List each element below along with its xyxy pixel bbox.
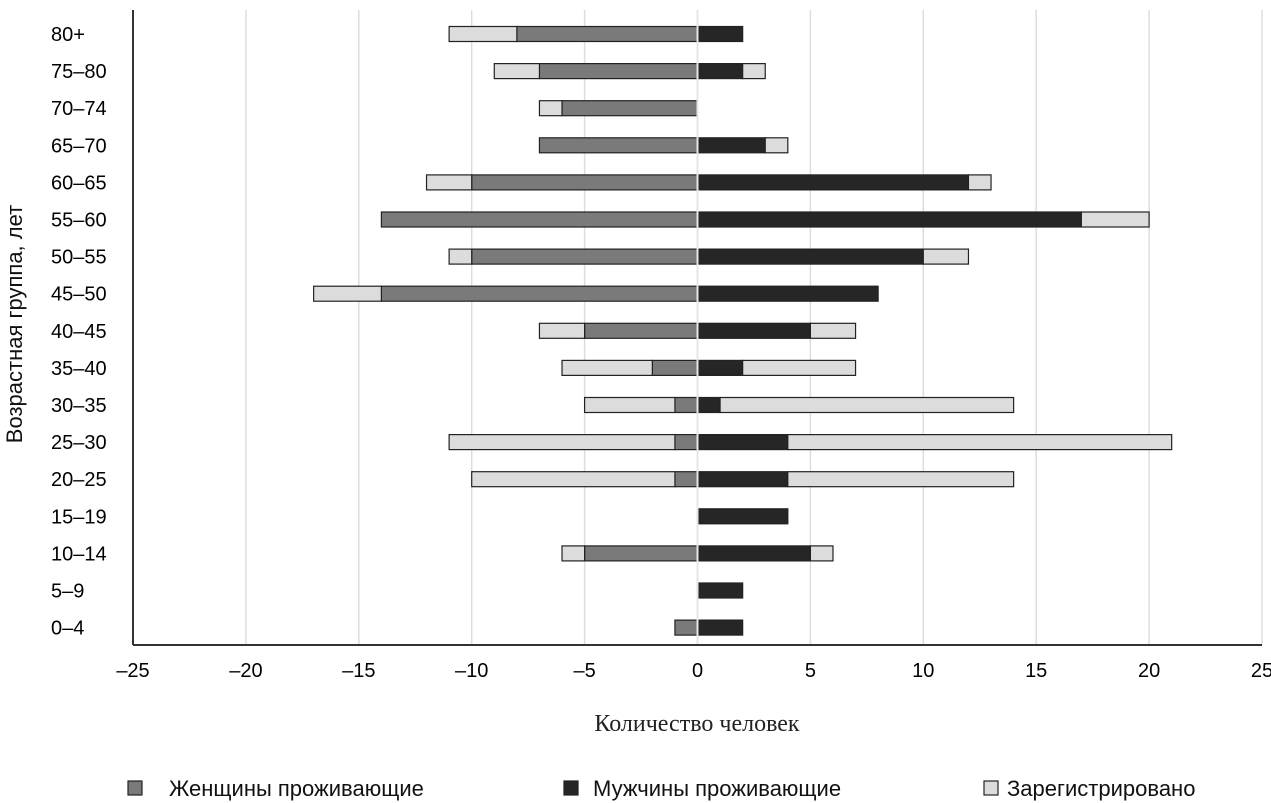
y-tick-label: 5–9 — [51, 581, 84, 603]
bar-men — [696, 545, 812, 562]
bar-women — [583, 322, 699, 339]
bar-registered-male-side — [1080, 211, 1150, 228]
y-tick-label: 10–14 — [51, 543, 107, 565]
y-axis-title: Возрастная группа, лет — [2, 205, 27, 443]
x-tick-label: –25 — [116, 660, 149, 682]
bar-registered-female-side — [493, 62, 541, 80]
bar-registered-male-side — [742, 62, 766, 80]
y-tick-label: 55–60 — [51, 210, 107, 232]
bar-registered-female-side — [538, 322, 586, 339]
bar-registered-female-side — [538, 100, 563, 117]
legend: Женщины проживающие Мужчины проживающие … — [127, 776, 1195, 801]
x-tick-label: 0 — [692, 660, 703, 682]
bar-men — [696, 619, 744, 636]
bar-men — [696, 137, 766, 154]
x-axis-title: Количество человек — [594, 711, 799, 737]
bar-women — [380, 211, 699, 228]
bar-women — [538, 137, 699, 154]
bar-registered-female-side — [448, 434, 676, 451]
bar-women — [674, 434, 699, 451]
bar-registered-female-side — [561, 545, 586, 562]
bars — [313, 25, 1173, 636]
legend-label-registered: Зарегистрировано — [1007, 776, 1195, 801]
bar-registered-male-side — [967, 174, 992, 191]
bar-women — [651, 359, 699, 376]
legend-item-men: Мужчины проживающие — [563, 776, 841, 801]
y-tick-label: 20–25 — [51, 469, 107, 491]
bar-men — [696, 322, 812, 339]
legend-swatch-men — [563, 780, 579, 796]
bar-registered-female-side — [448, 25, 518, 43]
y-tick-label: 0–4 — [51, 618, 84, 640]
x-tick-label: –15 — [342, 660, 375, 682]
x-tick-label: –5 — [573, 660, 595, 682]
bar-men — [696, 508, 789, 525]
y-tick-label: 60–65 — [51, 172, 107, 194]
bar-men — [696, 434, 789, 451]
bar-women — [561, 100, 699, 117]
legend-swatch-registered — [983, 780, 999, 796]
bar-women — [380, 285, 699, 302]
y-tick-label: 80+ — [51, 24, 85, 46]
bar-women — [471, 174, 699, 191]
x-tick-label: 20 — [1138, 660, 1160, 682]
bar-registered-female-side — [425, 174, 473, 191]
bar-women — [674, 471, 699, 488]
legend-item-women: Женщины проживающие — [127, 776, 424, 801]
y-tick-label: 45–50 — [51, 284, 107, 306]
bar-registered-female-side — [583, 396, 676, 414]
bar-registered-male-side — [809, 545, 834, 562]
x-tick-label: 10 — [912, 660, 934, 682]
bar-registered-male-side — [809, 322, 857, 339]
bar-men — [696, 582, 744, 599]
x-tick-label: 5 — [805, 660, 816, 682]
y-tick-label: 15–19 — [51, 506, 107, 528]
bar-men — [696, 471, 789, 488]
y-tick-label: 70–74 — [51, 98, 107, 120]
bar-men — [696, 211, 1082, 228]
x-tick-label: 15 — [1025, 660, 1047, 682]
bar-registered-female-side — [313, 285, 382, 302]
y-tick-label: 50–55 — [51, 247, 107, 269]
bar-registered-male-side — [922, 248, 970, 265]
y-tick-label: 30–35 — [51, 395, 107, 417]
y-tick-labels: 80+ 75–80 70–74 65–70 60–65 55–60 50–55 45–50 40… — [51, 24, 107, 640]
bar-women — [516, 25, 699, 43]
bar-women — [583, 545, 699, 562]
bar-registered-male-side — [787, 471, 1015, 488]
bar-men — [696, 285, 879, 302]
bar-women — [471, 248, 699, 265]
x-tick-label: –20 — [229, 660, 262, 682]
y-tick-label: 65–70 — [51, 135, 107, 157]
bar-men — [696, 359, 744, 376]
bar-registered-female-side — [471, 471, 676, 488]
y-tick-label: 35–40 — [51, 358, 107, 380]
bar-men — [696, 25, 744, 43]
bar-women — [674, 396, 699, 414]
bar-men — [696, 248, 924, 265]
bar-women — [538, 62, 699, 80]
bar-men — [696, 396, 721, 414]
y-tick-label: 75–80 — [51, 61, 107, 83]
bar-men — [696, 62, 744, 80]
legend-item-registered: Зарегистрировано — [983, 776, 1195, 801]
bar-women — [674, 619, 699, 636]
y-tick-label: 25–30 — [51, 432, 107, 454]
bar-registered-male-side — [764, 137, 789, 154]
bar-registered-female-side — [561, 359, 653, 376]
x-tick-labels: –25 –20 –15 –10 –5 0 5 10 15 20 25 — [116, 660, 1271, 682]
bar-registered-male-side — [787, 434, 1173, 451]
x-tick-label: –10 — [455, 660, 488, 682]
x-tick-label: 25 — [1251, 660, 1271, 682]
bar-registered-male-side — [719, 396, 1015, 414]
legend-swatch-women — [127, 780, 143, 796]
bar-registered-male-side — [742, 359, 857, 376]
y-tick-label: 40–45 — [51, 321, 107, 343]
bar-registered-female-side — [448, 248, 473, 265]
legend-label-men: Мужчины проживающие — [593, 776, 841, 801]
legend-label-women: Женщины проживающие — [169, 776, 424, 801]
bar-men — [696, 174, 970, 191]
